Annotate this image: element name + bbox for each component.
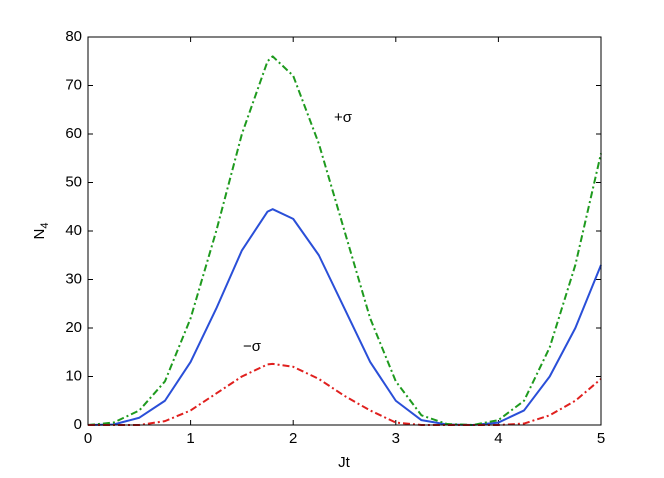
- series-line: [88, 362, 602, 426]
- series-line: [87, 208, 602, 426]
- y-tick-label: 70: [65, 76, 82, 93]
- series-line: [87, 55, 602, 426]
- x-tick-label: 1: [186, 430, 194, 447]
- y-label-sub: 4: [39, 223, 51, 229]
- y-tick-label: 20: [65, 319, 82, 336]
- y-tick-label: 40: [65, 222, 82, 239]
- y-tick-label: 80: [65, 28, 82, 45]
- y-tick-label: 0: [74, 416, 82, 433]
- y-tick-label: 10: [65, 367, 82, 384]
- y-tick-label: 60: [65, 125, 82, 142]
- x-tick-label: 2: [289, 430, 297, 447]
- y-tick-label: 30: [65, 270, 82, 287]
- y-tick-label: 50: [65, 173, 82, 190]
- plot-frame: [87, 36, 602, 426]
- x-axis-label: Jt: [338, 454, 351, 471]
- x-tick-label: 5: [597, 430, 605, 447]
- y-axis-label: N4: [31, 223, 51, 240]
- annotation: −σ: [243, 338, 262, 355]
- y-label-main: N: [31, 229, 48, 240]
- annotation: +σ: [334, 109, 353, 126]
- x-tick-label: 0: [84, 430, 92, 447]
- x-tick-label: 3: [392, 430, 400, 447]
- x-tick-label: 4: [494, 430, 502, 447]
